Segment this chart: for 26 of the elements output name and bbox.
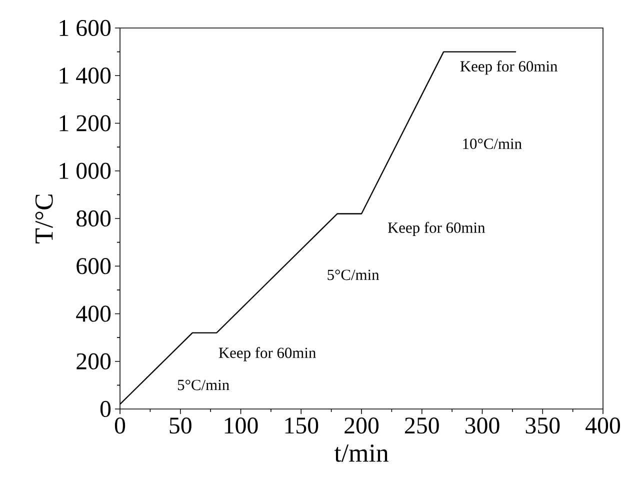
x-tick-label: 50 xyxy=(170,418,192,434)
y-tick-label: 1 600 xyxy=(60,20,111,36)
y-tick-label: 1 000 xyxy=(60,162,111,179)
x-tick-label: 100 xyxy=(224,418,258,434)
y-tick-label: 600 xyxy=(76,258,111,274)
x-tick-label: 350 xyxy=(526,418,560,434)
annotation: Keep for 60min xyxy=(388,222,486,236)
x-tick-label: 400 xyxy=(586,418,620,434)
y-axis-title: T/°C xyxy=(35,194,53,244)
x-axis-title: t/min xyxy=(334,444,388,462)
y-tick-label: 1 200 xyxy=(60,115,111,132)
annotation: Keep for 60min xyxy=(218,347,316,362)
x-tick-label: 300 xyxy=(465,418,500,434)
x-tick-label: 200 xyxy=(344,418,379,434)
annotation: 5°C/min xyxy=(328,270,380,280)
y-tick-label: 400 xyxy=(76,306,111,322)
y-tick-label: 200 xyxy=(76,353,111,370)
x-tick-label: 250 xyxy=(404,418,439,434)
y-tick-label: 1 400 xyxy=(60,68,111,84)
y-tick-label: 800 xyxy=(76,210,111,227)
annotation: 5°C/min xyxy=(178,380,230,390)
y-tick-label: 0 xyxy=(100,400,111,418)
annotation: 10°C/min xyxy=(463,138,522,150)
x-tick-label: 150 xyxy=(285,418,318,434)
annotation: Keep for 60min xyxy=(460,60,558,75)
x-tick-label: 0 xyxy=(114,418,126,434)
